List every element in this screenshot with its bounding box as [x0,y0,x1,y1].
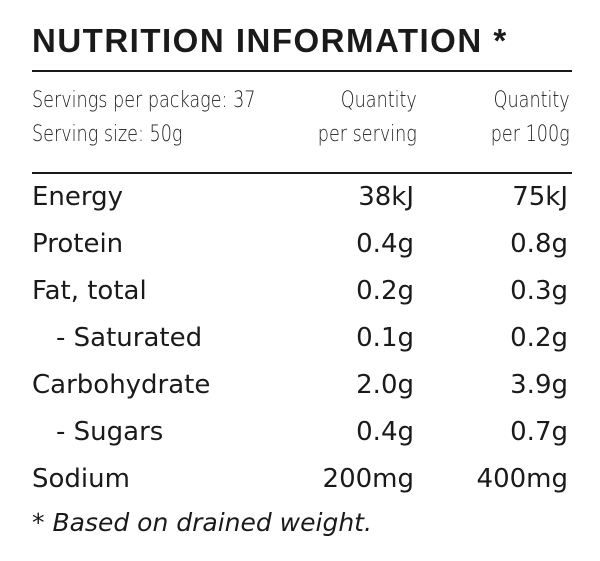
per-serving-value: 0.4g [356,417,414,447]
per-serving-value: 0.2g [356,276,414,306]
per-100g-value: 400mg [476,464,568,494]
per-serving-value: 0.4g [356,229,414,259]
nutrient-name: Protein [32,229,124,259]
nutrient-name: Fat, total [32,276,147,306]
table-row: Energy 38kJ 75kJ [32,174,572,221]
footnote: * Based on drained weight. [32,508,372,537]
footnote-asterisk: * [32,508,45,537]
table-header: Servings per package: 37 Serving size: 5… [32,84,572,164]
footnote-text: Based on drained weight. [52,508,372,537]
per-100g-value: 3.9g [510,370,568,400]
nutrient-name: Energy [32,182,124,212]
serving-info: Servings per package: 37 Serving size: 5… [32,84,255,152]
column-header-per-100g: Quantity per 100g [491,84,570,152]
column-header-per-serving: Quantity per serving [318,84,417,152]
per-100g-value: 0.2g [510,323,568,353]
nutrition-panel: NUTRITION INFORMATION * Servings per pac… [32,18,572,537]
per-100g-value: 0.7g [510,417,568,447]
column-header-per-100g-line2: per 100g [491,122,570,147]
table-row: - Saturated 0.1g 0.2g [32,315,572,362]
nutrient-rows: Energy 38kJ 75kJ Protein 0.4g 0.8g Fat, … [32,174,572,503]
column-header-per-serving-line1: Quantity [340,88,417,113]
table-row: Carbohydrate 2.0g 3.9g [32,362,572,409]
servings-per-package: Servings per package: 37 [32,88,256,113]
nutrient-name: Carbohydrate [32,370,211,400]
column-header-per-100g-line1: Quantity [493,88,570,113]
per-100g-value: 75kJ [512,182,568,212]
serving-size: Serving size: 50g [32,122,183,147]
title-text: NUTRITION INFORMATION [32,22,483,59]
per-100g-value: 0.3g [510,276,568,306]
per-serving-value: 200mg [322,464,414,494]
nutrient-name: - Saturated [56,323,203,353]
table-row: Fat, total 0.2g 0.3g [32,268,572,315]
column-header-per-serving-line2: per serving [317,122,417,147]
header-rule [32,172,572,174]
table-row: - Sugars 0.4g 0.7g [32,409,572,456]
nutrient-name: - Sugars [56,417,164,447]
title-asterisk: * [493,22,508,59]
table-row: Sodium 200mg 400mg [32,456,572,503]
panel-title: NUTRITION INFORMATION * [32,18,572,64]
top-rule [32,70,572,72]
nutrient-name: Sodium [32,464,130,494]
per-serving-value: 0.1g [356,323,414,353]
per-serving-value: 2.0g [356,370,414,400]
per-serving-value: 38kJ [358,182,414,212]
per-100g-value: 0.8g [510,229,568,259]
table-row: Protein 0.4g 0.8g [32,221,572,268]
